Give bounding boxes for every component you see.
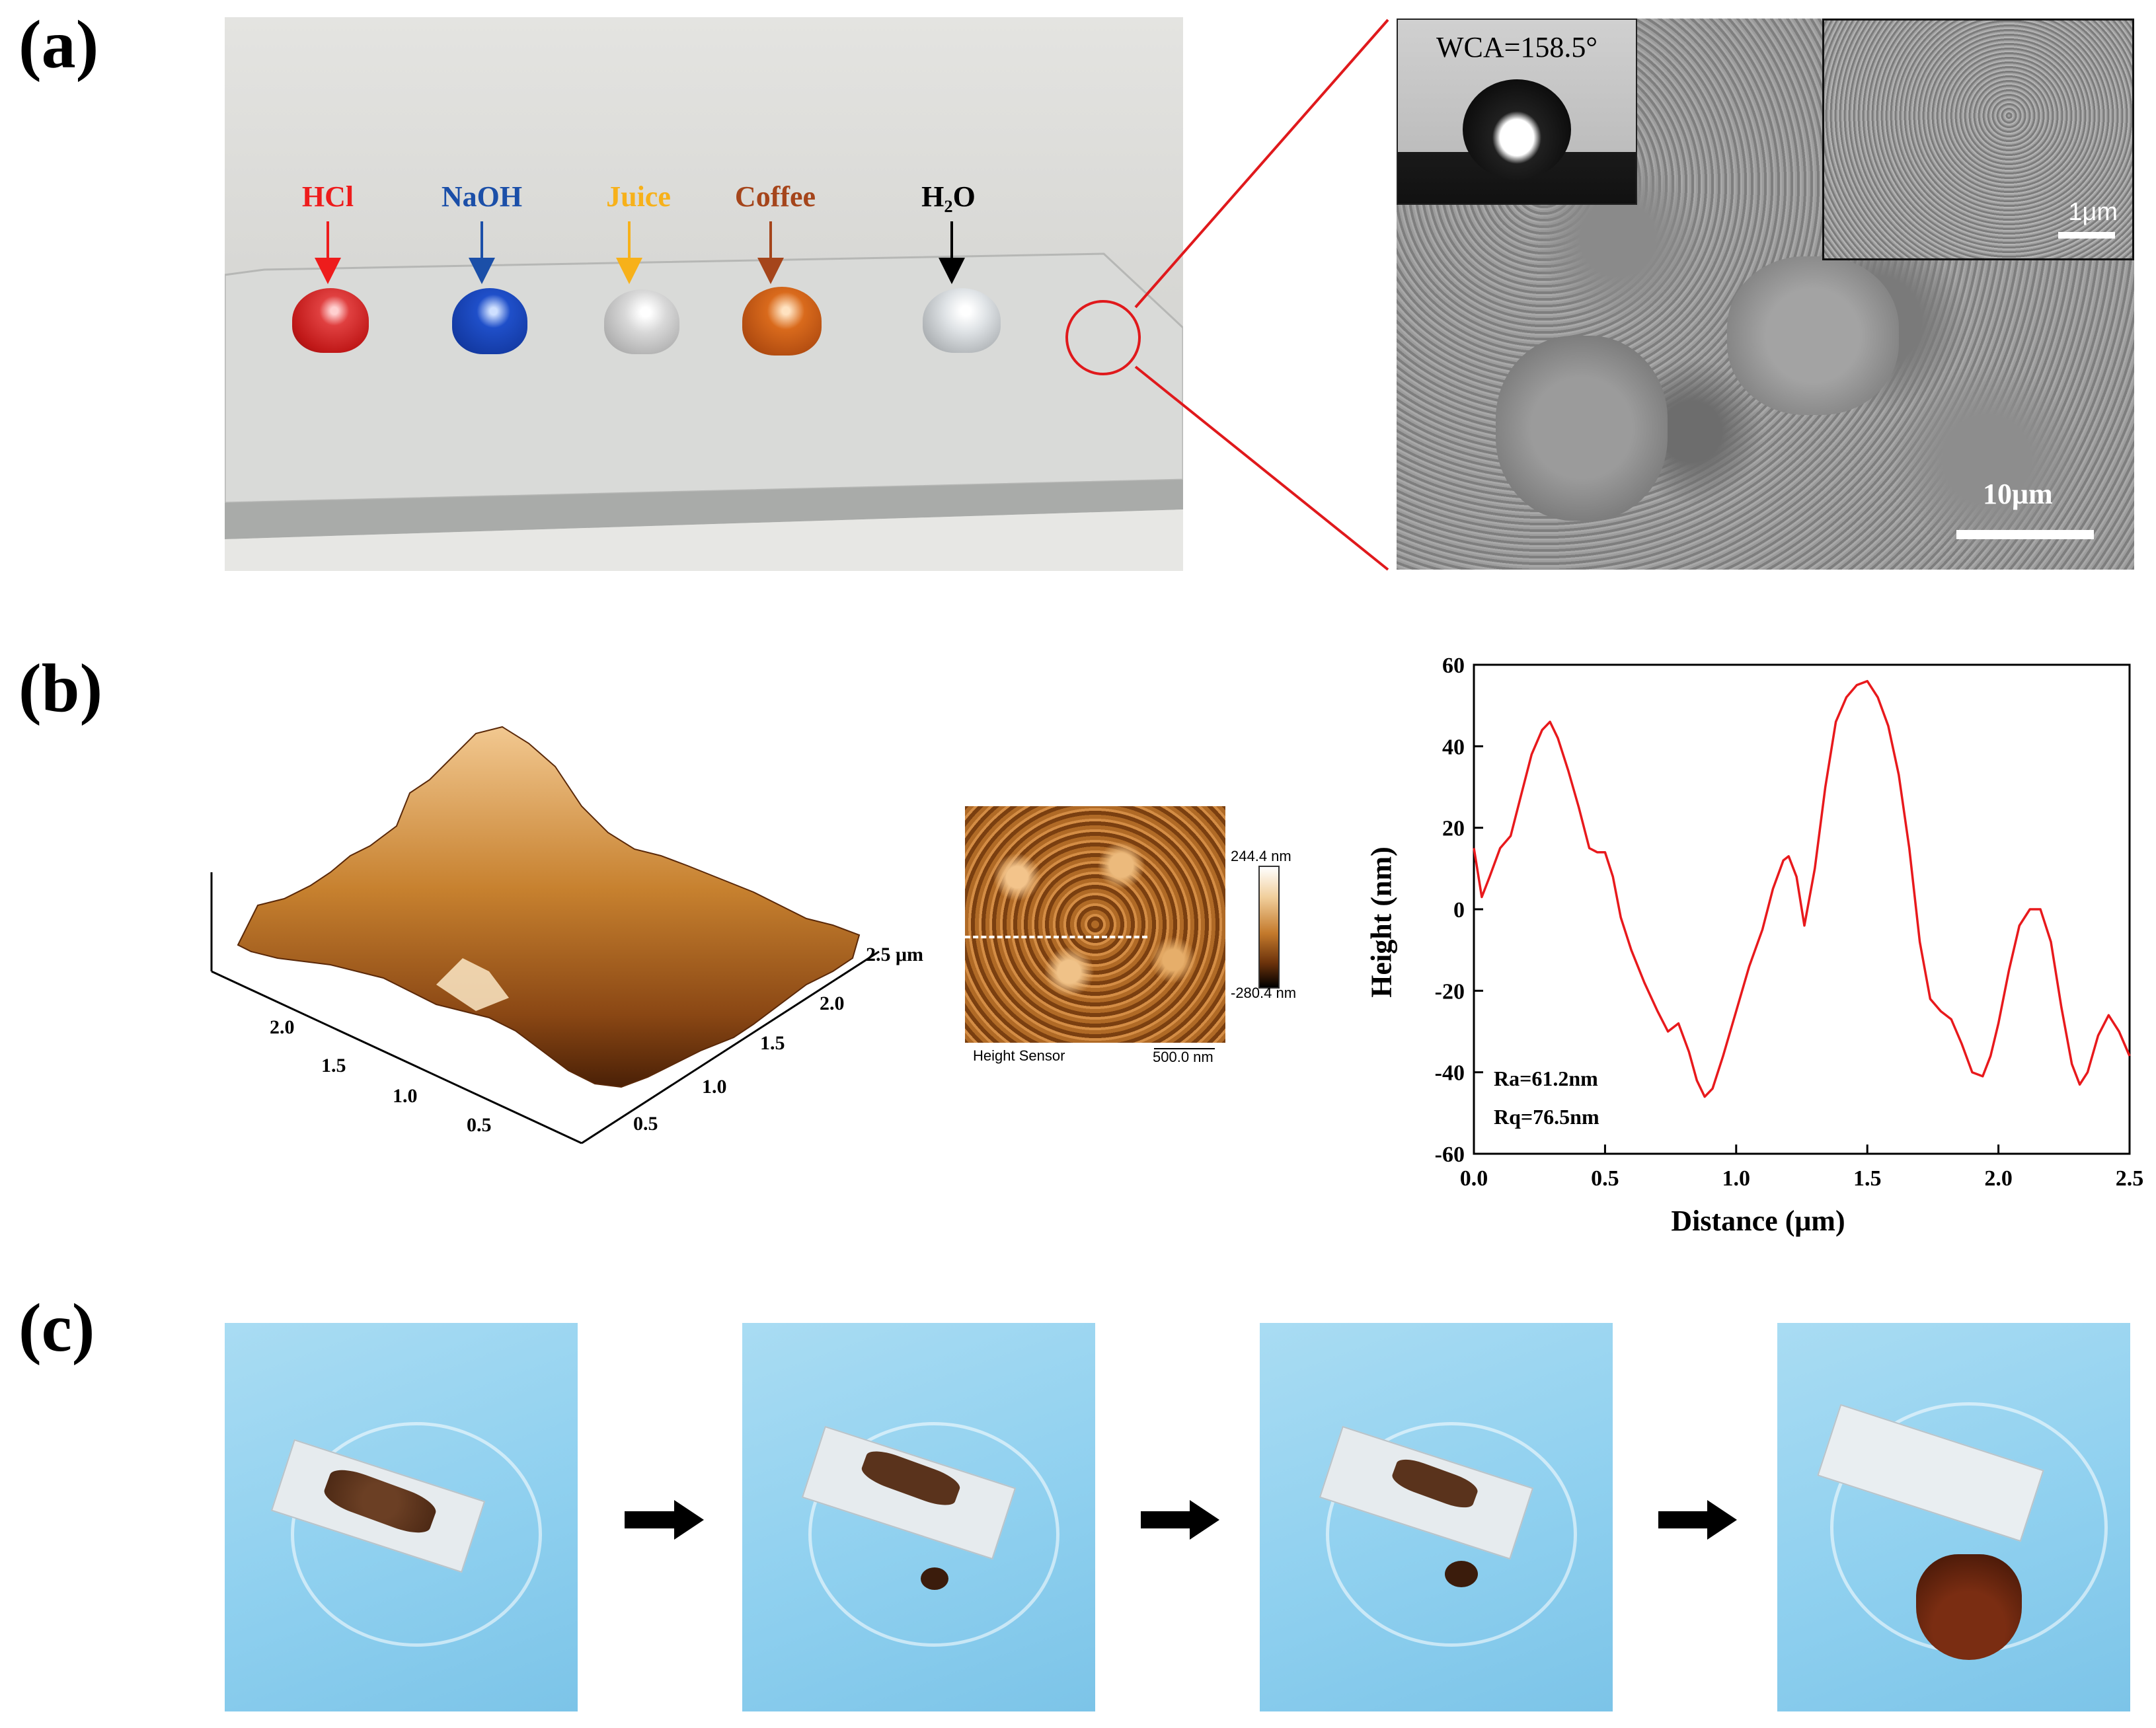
label-hcl: HCl bbox=[301, 180, 354, 213]
droplet-arrows bbox=[315, 19, 1389, 571]
axis3d-left-tick: 2.0 bbox=[270, 1016, 295, 1038]
petri-dish bbox=[808, 1422, 1059, 1647]
photo-step-2 bbox=[742, 1323, 1095, 1711]
rq-annotation: Rq=76.5nm bbox=[1494, 1105, 1599, 1129]
naoh-droplet bbox=[452, 288, 527, 354]
arrow-right-icon bbox=[625, 1500, 704, 1540]
panel-label-c: (c) bbox=[19, 1290, 95, 1366]
label-juice: Juice bbox=[606, 180, 671, 213]
profile-line bbox=[965, 936, 1147, 938]
axis3d-left-tick: 1.0 bbox=[393, 1085, 418, 1107]
x-tick-label: 1.5 bbox=[1853, 1166, 1882, 1191]
sem-magnified-inset: 1μm bbox=[1822, 19, 2134, 260]
y-tick-label: -40 bbox=[1435, 1061, 1465, 1086]
sem-blob bbox=[1496, 336, 1668, 521]
surface-mesh bbox=[237, 726, 861, 1088]
photo-step-1 bbox=[225, 1323, 578, 1711]
x-tick-label: 2.0 bbox=[1984, 1166, 2013, 1191]
droplet-photo bbox=[225, 17, 1183, 571]
y-tick-label: 0 bbox=[1453, 898, 1465, 922]
chart-xlabel: Distance (μm) bbox=[1671, 1205, 1845, 1237]
scalebar-1um bbox=[2058, 232, 2115, 239]
wca-inset: WCA=158.5° bbox=[1397, 19, 1637, 205]
profile-line-series bbox=[1473, 679, 2131, 1098]
map-scalebar-label: 500.0 nm bbox=[1153, 1049, 1213, 1065]
y-tick-label: -20 bbox=[1435, 979, 1465, 1004]
axis3d-right-tick: 2.5 μm bbox=[866, 944, 923, 965]
y-tick-label: -60 bbox=[1435, 1143, 1465, 1167]
scalebar-10um bbox=[1956, 530, 2094, 539]
sem-blob bbox=[1727, 256, 1899, 415]
wca-label: WCA=158.5° bbox=[1436, 31, 1598, 63]
x-tick-label: 2.5 bbox=[2116, 1166, 2144, 1191]
zoom-circle bbox=[1065, 300, 1141, 375]
water-drops bbox=[921, 1567, 948, 1590]
scale-label-1um: 1μm bbox=[2068, 198, 2118, 226]
afm-3d-surface bbox=[210, 726, 880, 1145]
photo-step-3 bbox=[1260, 1323, 1613, 1711]
y-tick-label: 60 bbox=[1442, 654, 1465, 678]
x-tick-label: 1.0 bbox=[1722, 1166, 1751, 1191]
y-tick-label: 40 bbox=[1442, 735, 1465, 759]
photo-step-4 bbox=[1777, 1323, 2130, 1711]
water-droplet bbox=[923, 288, 1001, 353]
coffee-spill bbox=[1916, 1554, 2022, 1660]
water-drops bbox=[1445, 1561, 1478, 1587]
hcl-droplet bbox=[292, 288, 369, 353]
axis3d-left-tick: 0.5 bbox=[467, 1114, 492, 1136]
map-scalebar bbox=[1154, 1048, 1215, 1049]
x-tick-label: 0.0 bbox=[1460, 1166, 1488, 1191]
afm-height-map bbox=[965, 806, 1225, 1043]
contact-droplet bbox=[1463, 79, 1571, 180]
coffee-droplet bbox=[742, 287, 822, 356]
process-arrows bbox=[625, 1500, 1737, 1540]
map-caption: Height Sensor bbox=[973, 1047, 1065, 1064]
petri-dish bbox=[1326, 1422, 1577, 1647]
arrow-right-icon bbox=[1658, 1500, 1737, 1540]
juice-droplet bbox=[604, 289, 679, 354]
petri-dish bbox=[291, 1422, 542, 1647]
colorbar-max: 244.4 nm bbox=[1231, 848, 1291, 864]
height-profile-chart: -60 -40 -20 0 20 40 60 0.0 0.5 1.0 1.5 2.0 2.5 bbox=[1435, 654, 2144, 1191]
axis3d-right-tick: 1.0 bbox=[702, 1076, 727, 1098]
axis3d-right-tick: 1.5 bbox=[760, 1032, 785, 1054]
colorbar bbox=[1258, 866, 1280, 989]
panel-label-b: (b) bbox=[19, 650, 103, 726]
scale-label-10um: 10μm bbox=[1983, 478, 2053, 510]
label-water: H₂O bbox=[921, 180, 976, 213]
label-naoh: NaOH bbox=[441, 180, 523, 213]
axis3d-left-tick: 1.5 bbox=[321, 1055, 346, 1076]
surface-highlight bbox=[436, 958, 509, 1011]
label-coffee: Coffee bbox=[734, 180, 816, 213]
axis3d-right-tick: 2.0 bbox=[820, 993, 845, 1014]
arrow-right-icon bbox=[1141, 1500, 1219, 1540]
y-tick-label: 20 bbox=[1442, 817, 1465, 841]
ra-annotation: Ra=61.2nm bbox=[1494, 1067, 1598, 1090]
x-tick-label: 0.5 bbox=[1591, 1166, 1619, 1191]
panel-label-a: (a) bbox=[19, 7, 99, 83]
colorbar-min: -280.4 nm bbox=[1231, 985, 1297, 1001]
axis3d-right-tick: 0.5 bbox=[633, 1113, 658, 1135]
chart-ylabel: Height (nm) bbox=[1365, 846, 1398, 998]
